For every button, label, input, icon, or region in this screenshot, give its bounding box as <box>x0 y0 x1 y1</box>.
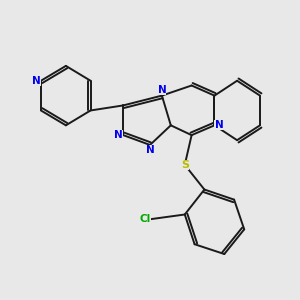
Text: S: S <box>181 160 189 170</box>
Text: N: N <box>158 85 166 95</box>
Text: N: N <box>32 76 41 86</box>
Text: N: N <box>114 130 123 140</box>
Text: Cl: Cl <box>140 214 151 224</box>
Text: N: N <box>214 120 223 130</box>
Text: N: N <box>146 145 154 155</box>
